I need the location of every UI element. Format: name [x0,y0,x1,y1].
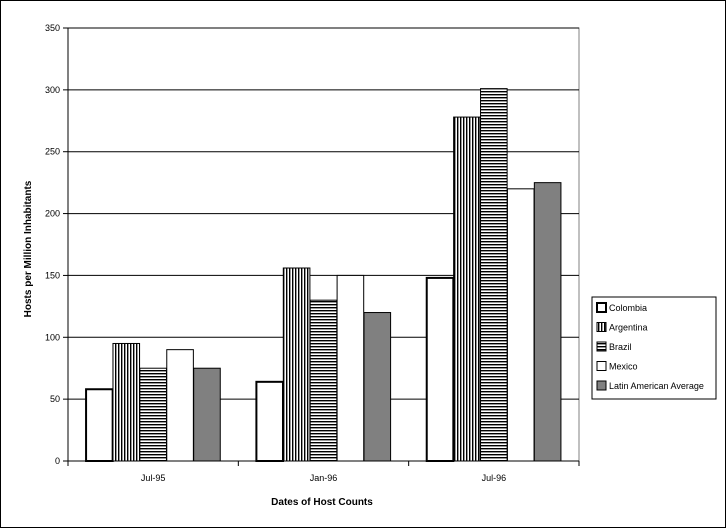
y-axis-title: Hosts per Million Inhabitants [23,180,34,317]
legend-swatch [596,341,607,352]
bar-latin-american-average-jul-95 [193,367,221,462]
x-tick-label: Jan-96 [310,473,338,483]
y-tick-label: 150 [45,270,60,280]
bar-mexico-jul-96 [506,188,535,462]
y-tick-label: 250 [45,147,60,157]
y-tick-label: 100 [45,332,60,342]
legend-entry: Latin American Average [609,381,704,391]
bar-argentina-jul-95 [112,342,141,462]
bar-argentina-jan-96 [282,267,311,462]
y-tick-label: 50 [50,394,60,404]
legend-swatch [596,361,607,371]
legend-entry: Brazil [609,342,632,352]
bar-mexico-jul-95 [166,349,194,462]
legend-swatch [596,322,607,332]
bar-brazil-jul-96 [480,88,508,462]
bar-brazil-jan-96 [309,299,338,462]
y-tick-label: 0 [55,456,60,466]
bars [85,88,562,463]
bar-latin-american-average-jan-96 [363,312,392,462]
legend: Colombia Argentina Brazil Mexico Latin Ameri… [591,296,717,400]
y-tick-label: 300 [45,85,60,95]
x-tick-labels: Jul-95 Jan-96 Jul-96 [141,473,506,483]
legend-box [591,296,717,400]
legend-entry: Colombia [609,303,647,313]
y-tick-label: 200 [45,209,60,219]
bar-latin-american-average-jul-96 [533,182,562,462]
bar-colombia-jul-96 [425,276,455,462]
bar-colombia-jan-96 [255,380,284,462]
legend-entry: Argentina [609,323,648,333]
x-tick-label: Jul-95 [141,473,166,483]
bar-mexico-jan-96 [336,274,365,462]
x-axis-title: Dates of Host Counts [271,497,373,508]
legend-entry: Mexico [609,362,638,372]
bar-brazil-jul-95 [139,367,167,462]
x-tick-label: Jul-96 [482,473,507,483]
y-tick-label: 350 [45,23,60,33]
bar-colombia-jul-95 [85,388,114,463]
y-tick-labels: 0 50 100 150 200 250 300 350 [45,23,60,466]
legend-swatch [596,380,607,391]
axes [63,27,580,466]
legend-swatch [596,302,607,313]
bar-argentina-jul-96 [453,116,481,462]
